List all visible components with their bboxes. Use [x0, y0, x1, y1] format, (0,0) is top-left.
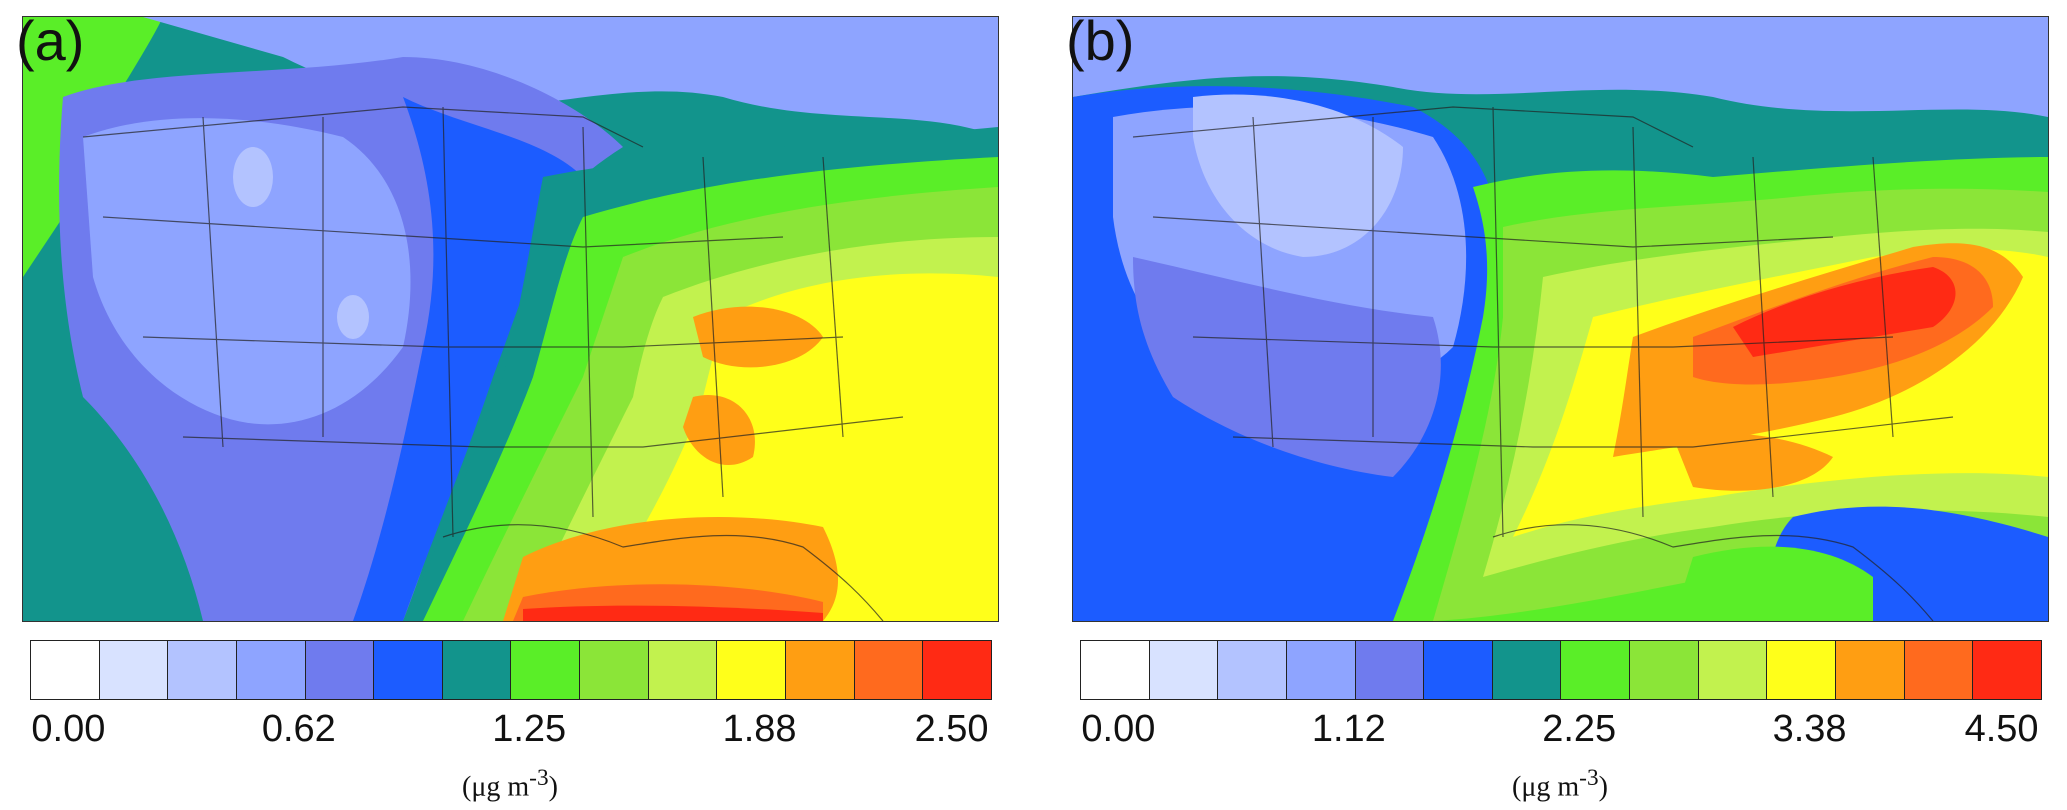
panel-a: (a) 0.00 0.62 1.25 1.88 2.50 (μg m-3) — [10, 0, 1020, 810]
colorbar-swatch — [786, 641, 855, 699]
colorbar-swatch — [854, 641, 924, 699]
colorbar-swatch — [511, 641, 581, 699]
units-label: (μg m-3) — [462, 765, 558, 803]
colorbar-swatch — [1630, 641, 1699, 699]
colorbar-swatch — [1561, 641, 1631, 699]
colorbar-swatch — [1081, 641, 1150, 699]
panel-label: (a) — [16, 9, 85, 72]
tick-label: 0.00 — [31, 708, 106, 750]
concentration-map-b — [1073, 17, 2048, 621]
tick-label: 1.12 — [1311, 708, 1386, 750]
colorbar-a — [30, 640, 992, 700]
map-b — [1072, 16, 2049, 622]
tick-label: 0.62 — [261, 708, 336, 750]
colorbar-ticks-b: 0.00 1.12 2.25 3.38 4.50 — [1080, 708, 2040, 758]
colorbar-swatch — [1218, 641, 1287, 699]
colorbar-swatch — [923, 641, 991, 699]
colorbar-swatch — [1492, 641, 1562, 699]
colorbar-swatch — [1149, 641, 1219, 699]
concentration-map-a — [23, 17, 998, 621]
tick-label: 1.25 — [492, 708, 567, 750]
colorbar-swatch — [1767, 641, 1837, 699]
colorbar-swatch — [1836, 641, 1905, 699]
tick-label: 4.50 — [1964, 708, 2039, 750]
colorbar-swatch — [717, 641, 787, 699]
colorbar-swatch — [236, 641, 306, 699]
map-a — [22, 16, 999, 622]
colorbar-swatch — [1424, 641, 1493, 699]
tick-label: 2.25 — [1542, 708, 1617, 750]
tick-label: 3.38 — [1772, 708, 1847, 750]
colorbar-swatch — [1698, 641, 1768, 699]
colorbar-b — [1080, 640, 2042, 700]
colorbar-swatch — [1973, 641, 2041, 699]
colorbar-swatch — [1355, 641, 1425, 699]
colorbar-swatch — [1904, 641, 1974, 699]
panel-b: (b) 0.00 1.12 2.25 3.38 4.50 (μg m-3) — [1060, 0, 2067, 810]
colorbar-swatch — [168, 641, 237, 699]
colorbar-swatch — [374, 641, 443, 699]
colorbar-swatch — [648, 641, 718, 699]
colorbar-swatch — [580, 641, 649, 699]
tick-label: 2.50 — [914, 708, 989, 750]
colorbar-swatch — [442, 641, 512, 699]
units-label: (μg m-3) — [1512, 765, 1608, 803]
colorbar-swatch — [305, 641, 375, 699]
panel-label: (b) — [1066, 9, 1135, 72]
colorbar-swatch — [1286, 641, 1356, 699]
colorbar-ticks-a: 0.00 0.62 1.25 1.88 2.50 — [30, 708, 990, 758]
tick-label: 0.00 — [1081, 708, 1156, 750]
colorbar-swatch — [99, 641, 169, 699]
tick-label: 1.88 — [722, 708, 797, 750]
colorbar-swatch — [31, 641, 100, 699]
